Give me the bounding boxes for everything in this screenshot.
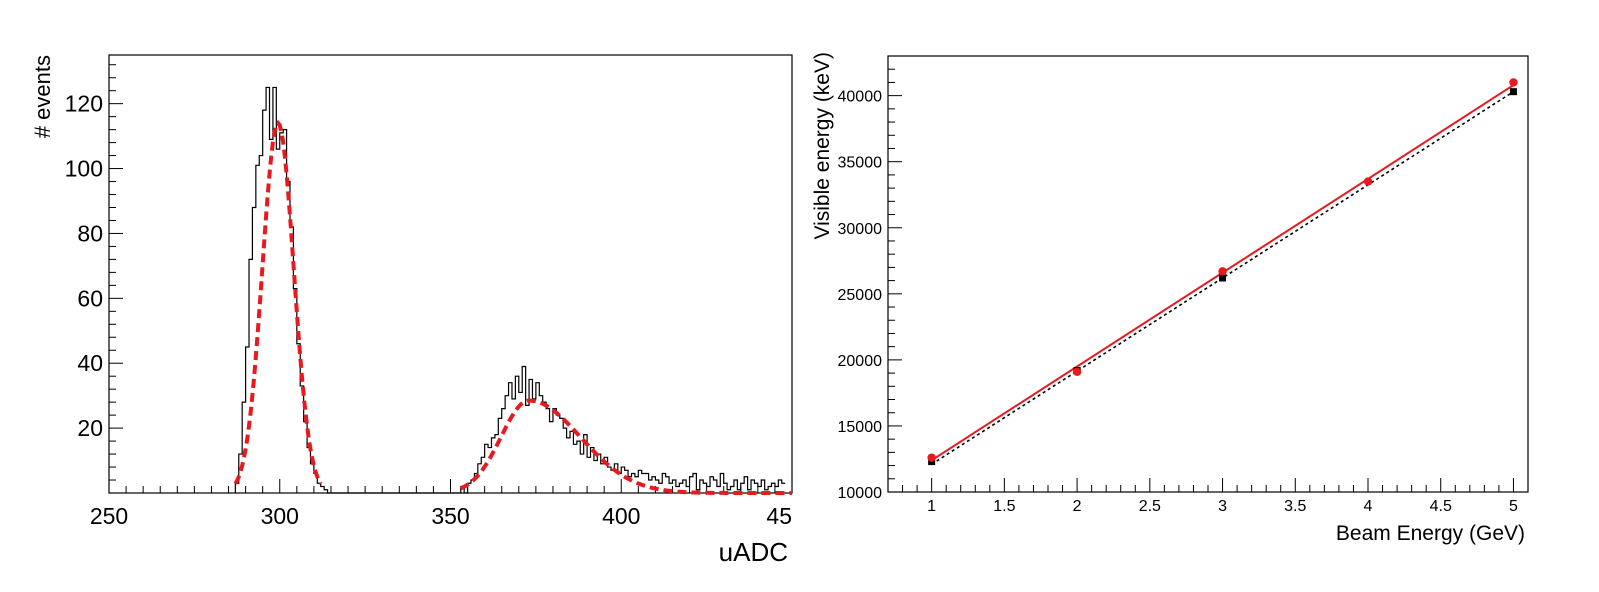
x-tick-label: 1.5 (993, 498, 1015, 515)
y-tick-label: 35000 (838, 155, 883, 172)
y-tick-label: 40000 (838, 89, 883, 106)
x-tick-label: 350 (431, 503, 469, 529)
x-tick-label: 1 (927, 498, 936, 515)
energy-linearity-chart: 10000 15000 20000 25000 30000 35000 40000 1 1.5… (811, 52, 1529, 545)
y-tick-label: 100 (65, 156, 103, 182)
fit-curve-peak-2 (459, 398, 792, 495)
x-tick-label: 400 (602, 503, 640, 529)
black-data-point (1219, 274, 1227, 282)
y-tick-labels: 20 40 60 80 100 120 (65, 91, 103, 441)
y-tick-label: 20000 (838, 353, 883, 370)
x-tick-label: 3 (1218, 498, 1227, 515)
y-tick-label: 20 (77, 415, 103, 441)
histogram-plot-frame (108, 54, 793, 494)
x-tick-label: 4.5 (1430, 498, 1452, 515)
x-tick-label: 4 (1364, 498, 1373, 515)
histogram-steps (234, 86, 786, 494)
fit-curve-peak-1 (233, 119, 323, 485)
red-data-point (1072, 367, 1082, 376)
y-tick-label: 80 (77, 220, 103, 246)
y-tick-label: 40 (77, 350, 103, 376)
y-tick-label: 10000 (838, 485, 883, 502)
black-fit-line (931, 90, 1514, 465)
histogram-chart: 20 40 60 80 100 120 250 300 350 400 45 # events u… (30, 54, 793, 567)
fit-series (233, 119, 792, 495)
y-tick-label: 60 (77, 285, 103, 311)
x-tick-labels: 1 1.5 2 2.5 3 3.5 4 4.5 5 (927, 498, 1518, 515)
histogram-y-axis-label: # events (30, 55, 55, 138)
y-tick-label: 30000 (838, 221, 883, 238)
black-data-point (1509, 88, 1517, 96)
x-tick-labels: 250 300 350 400 45 (90, 503, 792, 529)
y-axis-ticks (888, 55, 902, 493)
histogram-x-axis-label: uADC (719, 537, 788, 567)
histogram-series (234, 86, 786, 494)
red-data-point (927, 453, 936, 462)
y-tick-label: 15000 (838, 419, 883, 436)
x-tick-label: 2 (1073, 498, 1082, 515)
linearity-y-axis-label: Visible energy (keV) (811, 52, 834, 240)
red-data-point (1509, 78, 1518, 87)
linearity-x-axis-label: Beam Energy (GeV) (1336, 522, 1525, 545)
x-tick-label: 300 (261, 503, 299, 529)
x-tick-label: 5 (1509, 498, 1518, 515)
x-tick-label: 2.5 (1139, 498, 1161, 515)
x-tick-label: 3.5 (1284, 498, 1306, 515)
y-tick-labels: 10000 15000 20000 25000 30000 35000 40000 (838, 89, 883, 502)
x-tick-label: 45 (766, 503, 792, 529)
data-points (927, 78, 1518, 466)
red-data-point (1363, 177, 1373, 186)
y-axis-ticks (109, 64, 123, 494)
y-tick-label: 120 (65, 91, 103, 117)
red-data-point (1218, 267, 1227, 276)
x-tick-label: 250 (90, 503, 128, 529)
y-tick-label: 25000 (838, 287, 883, 304)
x-axis-ticks (902, 478, 1529, 492)
